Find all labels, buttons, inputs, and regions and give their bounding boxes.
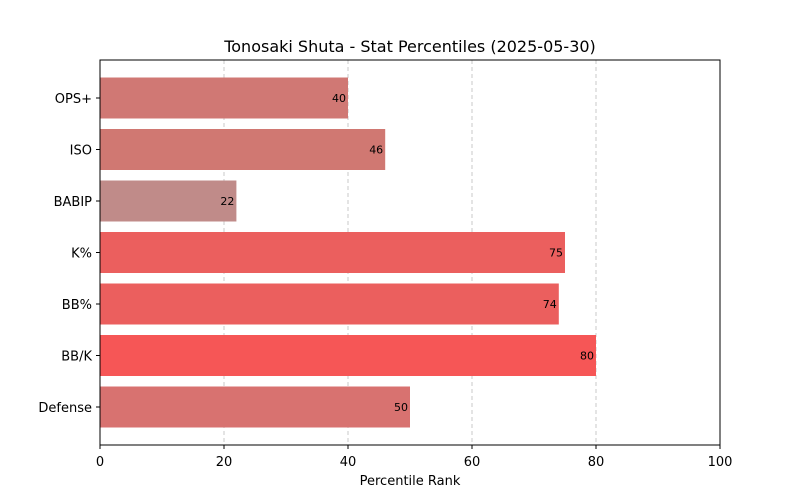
y-tick-label: OPS+ <box>55 92 92 107</box>
y-tick-label: Defense <box>38 401 92 416</box>
y-tick-label: ISO <box>70 144 92 159</box>
y-tick-label: BB% <box>62 298 92 313</box>
y-axis-ticks: OPS+ ISO BABIP K% BB% BB/K Defense <box>38 92 100 416</box>
bar-value-label: 75 <box>549 247 563 260</box>
x-tick-label: 60 <box>464 455 481 470</box>
x-tick-label: 100 <box>708 455 733 470</box>
bar-babip <box>100 180 237 222</box>
bar-k- <box>100 232 565 273</box>
y-tick-label: K% <box>71 247 92 262</box>
x-tick-label: 80 <box>588 455 605 470</box>
bar-value-label: 40 <box>332 92 346 105</box>
y-tick-label: BABIP <box>54 195 93 210</box>
chart-title: Tonosaki Shuta - Stat Percentiles (2025-… <box>223 37 596 56</box>
y-tick-label: BB/K <box>61 350 92 365</box>
bar-value-label: 74 <box>543 298 557 311</box>
bar-bb-k <box>100 335 596 376</box>
bar-value-label: 80 <box>580 350 594 363</box>
x-tick-label: 0 <box>96 455 104 470</box>
x-tick-label: 40 <box>340 455 357 470</box>
x-axis-label: Percentile Rank <box>360 474 461 489</box>
bar-value-label: 50 <box>394 401 408 414</box>
bar-value-label: 22 <box>220 195 234 208</box>
bar-ops- <box>100 77 348 119</box>
bar-bb- <box>100 283 559 325</box>
bar-iso <box>100 129 386 170</box>
bars: 40 46 22 75 74 80 50 <box>100 77 596 428</box>
bar-defense <box>100 386 410 428</box>
x-tick-label: 20 <box>216 455 233 470</box>
bar-value-label: 46 <box>369 144 383 157</box>
x-axis-ticks: 0 20 40 60 80 100 <box>96 445 733 470</box>
